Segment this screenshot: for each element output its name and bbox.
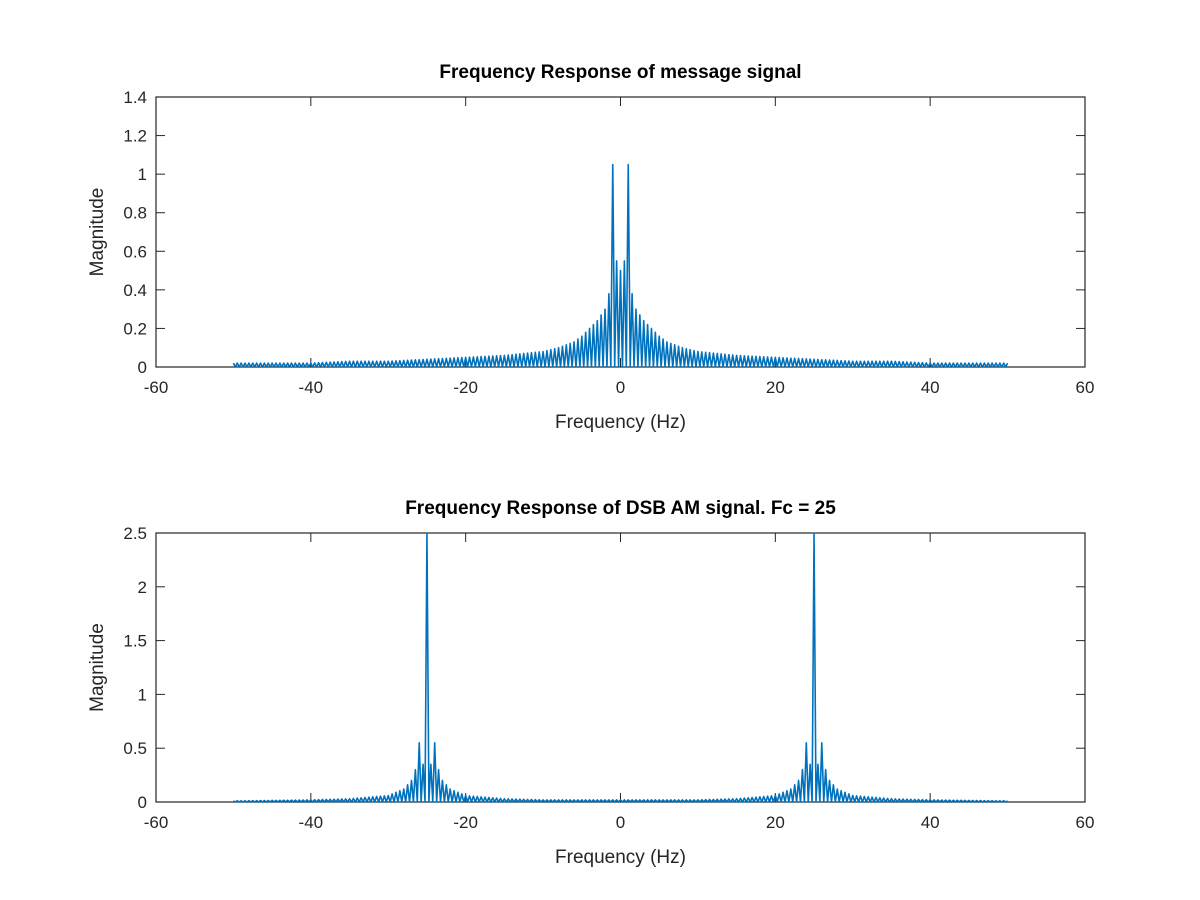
x-tick-label: -60 [144, 378, 169, 397]
y-tick-label: 0.2 [123, 319, 147, 338]
x-tick-label: 0 [616, 813, 625, 832]
x-tick-label: 0 [616, 378, 625, 397]
x-tick-label: -40 [299, 378, 324, 397]
y-tick-label: 1.2 [123, 127, 147, 146]
chart-title: Frequency Response of DSB AM signal. Fc … [405, 498, 836, 519]
spectrum-line [232, 163, 1009, 368]
x-axis-label: Frequency (Hz) [555, 412, 686, 433]
y-tick-label: 0 [138, 358, 147, 377]
chart-title: Frequency Response of message signal [439, 62, 801, 83]
y-axis-label: Magnitude [87, 188, 108, 277]
spectrum-line [233, 532, 1008, 803]
x-tick-label: 20 [766, 378, 785, 397]
x-tick-label: 20 [766, 813, 785, 832]
bottom-plot: Frequency Response of DSB AM signal. Fc … [87, 498, 1094, 868]
y-tick-label: 0.6 [123, 242, 147, 261]
x-tick-label: 40 [921, 813, 940, 832]
y-tick-label: 0.8 [123, 204, 147, 223]
y-tick-label: 2 [138, 578, 147, 597]
x-tick-label: 60 [1076, 378, 1095, 397]
x-tick-label: 60 [1076, 813, 1095, 832]
plot-frame [155, 532, 1086, 803]
x-tick-label: -40 [299, 813, 324, 832]
plot-frame [155, 96, 1086, 368]
y-tick-label: 0.5 [123, 739, 147, 758]
x-tick-label: -20 [453, 813, 478, 832]
y-tick-label: 2.5 [123, 524, 147, 543]
y-tick-label: 0.4 [123, 281, 147, 300]
y-tick-label: 1 [138, 685, 147, 704]
x-tick-label: -20 [453, 378, 478, 397]
x-axis-label: Frequency (Hz) [555, 847, 686, 868]
y-tick-label: 1.5 [123, 632, 147, 651]
y-tick-label: 1.4 [123, 88, 147, 107]
x-tick-label: 40 [921, 378, 940, 397]
top-plot: Frequency Response of message signal -60 -… [87, 62, 1094, 433]
x-tick-label: -60 [144, 813, 169, 832]
y-axis-label: Magnitude [87, 623, 108, 712]
y-tick-label: 0 [138, 793, 147, 812]
y-tick-label: 1 [138, 165, 147, 184]
